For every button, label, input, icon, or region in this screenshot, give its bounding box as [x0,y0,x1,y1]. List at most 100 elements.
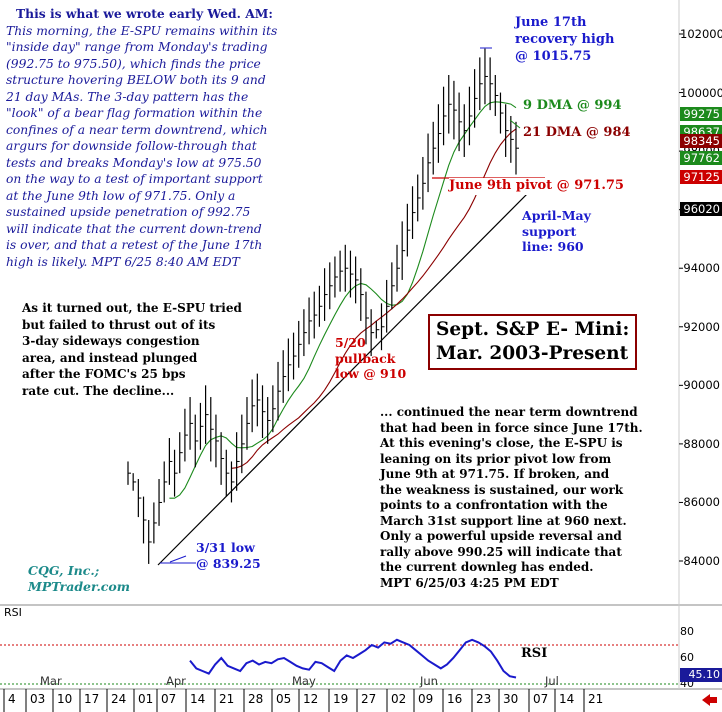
morning-body: This morning, the E-SPU remains within i… [6,23,316,271]
x-axis [3,689,585,712]
x-day-label: 02 [391,692,407,706]
x-day-label: 14 [190,692,206,706]
note-line: MPT 6/25/03 4:25 PM EDT [380,575,559,590]
x-day-label: 27 [361,692,377,706]
note-line: high is likely. MPT 6/25 8:40 AM EDT [6,254,240,269]
note-line: Only a powerful upside reversal and [380,529,622,543]
y-tick-label: 88000 [683,436,720,451]
price-tag: 99275 [680,106,722,121]
x-day-label: 03 [30,692,46,706]
y-tick-label: 102000 [680,27,722,41]
pullback-low-label: 5/20 pullback low @ 910 [335,335,407,381]
source-line-2: MPTrader.com [28,579,130,594]
x-month-label: Mar [40,674,62,688]
x-day-label: 07 [161,692,177,706]
support-line-label: April-May support line: 960 [522,208,591,254]
note-line: will indicate that the current down-tren… [6,221,262,236]
x-day-label: 16 [447,692,463,706]
note-line: that had been in force since June 17th. [380,420,643,435]
rsi-current-tag: 45.10 [680,668,722,682]
y-tick-label: 100000 [680,85,722,100]
rsi-panel [0,638,679,685]
x-day-label: 28 [248,692,264,706]
dma21-label: 21 DMA @ 984 [523,125,631,140]
note-line: sustained upside penetration of 992.75 [6,205,251,219]
note-line: is over, and that a retest of the June 1… [6,238,263,252]
y-tick-label: 90000 [683,378,720,393]
dma9-pointer [509,119,521,129]
x-day-label: 19 [333,692,349,706]
rsi-line [189,638,517,679]
march-low-label: 3/31 low @ 839.25 [196,540,261,571]
source-label: CQG, Inc.; MPTrader.com [28,563,130,595]
note-line: rate cut. The decline... [22,383,175,398]
note-line: 3-day sideways congestion [22,334,200,348]
note-line: June 9th at 971.75. If broken, and [380,467,610,481]
note-line: confines of a near term downtrend, which [6,122,268,137]
continued-note: ... continued the near term downtrend tha… [380,405,680,591]
x-day-label: 23 [476,692,492,706]
note-line: on the way to a test of important suppor… [6,172,263,186]
note-line: but failed to thrust out of its [22,317,216,332]
note-line: the current downleg has ended. [380,560,594,574]
y-tick-label: 84000 [683,554,720,568]
dma21-line [231,128,517,469]
note-line: This morning, the E-SPU remains within i… [6,23,278,38]
x-day-label: 24 [111,692,127,706]
x-day-label: 09 [418,692,434,706]
x-day-label: 12 [303,692,319,706]
x-month-label: Jul [545,674,559,688]
note-line: ... continued the near term downtrend [380,405,638,419]
note-line: "look" of a bear flag formation within t… [6,106,263,120]
y-tick-label: 94000 [683,261,720,276]
price-tag: 96020 [680,202,722,217]
rsi-tick-label: 60 [680,651,694,664]
note-line: area, and instead plunged [22,350,198,365]
note-line: at the June 9th low of 971.75. Only a [6,188,236,203]
x-day-label: 21 [219,692,235,706]
dma9-line [169,101,517,499]
note-line: after the FOMC's 25 bps [22,367,186,381]
morning-note: This is what we wrote early Wed. AM: Thi… [6,6,316,270]
note-line: (992.75 to 975.50), which finds the pric… [6,56,261,71]
y-tick-label: 86000 [683,495,720,510]
dma9-label: 9 DMA @ 994 [523,98,622,113]
turned-out-note: As it turned out, the E-SPU tried but fai… [22,300,242,399]
y-gridlines [679,33,683,562]
price-tag: 98345 [680,134,722,148]
morning-heading: This is what we wrote early Wed. AM: [16,6,273,21]
note-line: As it turned out, the E-SPU tried [22,301,242,315]
x-day-label: 30 [503,692,519,706]
note-line: points to a confrontation with the [380,498,608,512]
x-month-label: Jun [420,674,438,688]
note-line: the weakness is sustained, our work [380,482,624,497]
rsi-series-label: RSI [521,646,548,661]
x-day-label: 4 [8,692,16,706]
x-day-label: 07 [533,692,549,706]
y-tick-label: 92000 [683,319,720,334]
rsi-axis-label: RSI [4,606,22,619]
rsi-tick-label: 80 [680,625,694,638]
x-day-label: 14 [559,692,575,706]
price-tag: 97762 [680,151,722,166]
x-day-label: 17 [84,692,100,706]
x-month-label: Apr [166,674,186,688]
x-day-label: 10 [57,692,73,706]
x-day-label: 01 [138,692,154,706]
note-line: 21 day MAs. The 3-day pattern has the [6,89,249,104]
note-line: "inside day" range from Monday's trading [6,40,268,54]
recovery-high-label: June 17th recovery high @ 1015.75 [515,15,615,64]
note-line: tests and breaks Monday's low at 975.50 [6,155,262,170]
x-day-label: 05 [276,692,292,706]
pivot-label: June 9th pivot @ 971.75 [449,178,624,195]
support-trendline [157,182,539,566]
note-line: March 31st support line at 960 next. [380,513,627,528]
x-day-label: 21 [588,692,604,706]
scroll-left-arrow-icon[interactable] [700,692,718,708]
note-line: leaning on its prior pivot low from [380,451,612,466]
note-line: argurs for downside follow-through that [6,139,257,153]
chart-title: Sept. S&P E- Mini: Mar. 2003-Present [428,314,638,370]
price-bars [127,48,519,564]
note-line: structure hovering BELOW both its 9 and [6,73,266,87]
price-tag: 97125 [680,169,722,184]
